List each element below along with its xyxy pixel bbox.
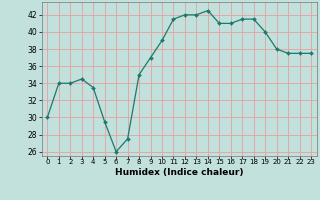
X-axis label: Humidex (Indice chaleur): Humidex (Indice chaleur) [115, 168, 244, 177]
